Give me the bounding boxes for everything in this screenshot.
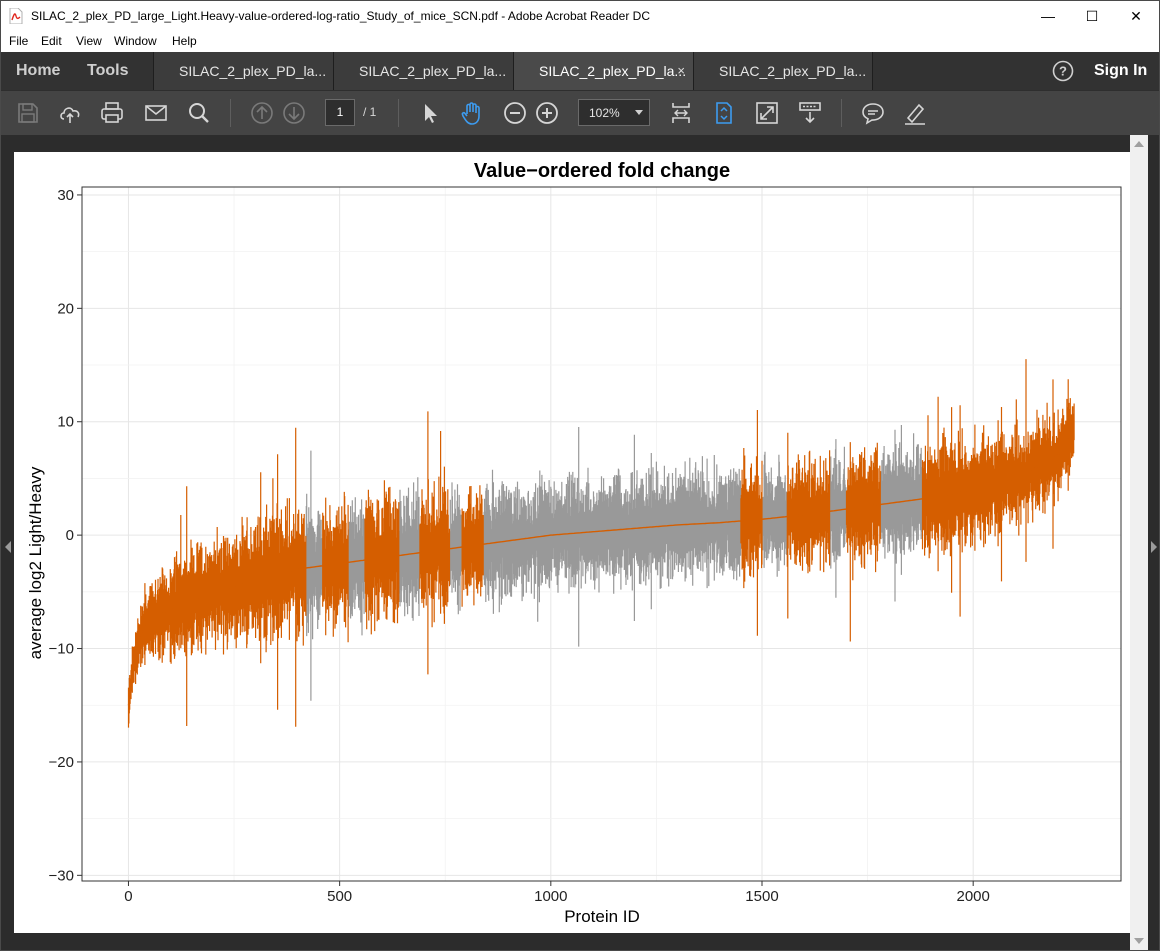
vertical-scrollbar[interactable] — [1130, 135, 1148, 950]
tab-label: SILAC_2_plex_PD_la... — [539, 63, 687, 79]
chart-marks — [127, 359, 1075, 728]
tab-bar: Home Tools SILAC_2_plex_PD_la... SILAC_2… — [1, 52, 1159, 90]
sign-in-link[interactable]: Sign In — [1094, 62, 1148, 79]
zoom-value: 102% — [589, 106, 620, 120]
page-down-icon[interactable] — [282, 101, 306, 125]
x-tick-label: 500 — [327, 888, 352, 905]
toolbar-separator — [398, 99, 399, 127]
title-bar: SILAC_2_plex_PD_large_Light.Heavy-value-… — [1, 1, 1159, 31]
tab-label: SILAC_2_plex_PD_la... — [719, 63, 867, 79]
mail-icon[interactable] — [144, 101, 168, 125]
search-icon[interactable] — [187, 101, 211, 125]
x-tick-label: 2000 — [956, 888, 989, 905]
full-screen-icon[interactable] — [755, 101, 779, 125]
help-icon[interactable]: ? — [1052, 60, 1074, 82]
x-tick-label: 0 — [124, 888, 132, 905]
y-tick-label: 0 — [66, 527, 74, 544]
menu-view[interactable]: View — [76, 34, 102, 48]
close-window-button[interactable]: ✕ — [1130, 8, 1142, 24]
left-panel-toggle-icon[interactable] — [5, 541, 11, 553]
window-title: SILAC_2_plex_PD_large_Light.Heavy-value-… — [31, 9, 651, 23]
home-link[interactable]: Home — [16, 62, 61, 79]
tab-label: SILAC_2_plex_PD_la... — [179, 63, 327, 79]
fold-change-chart: 0 500 1000 1500 2000 −30 −20 −10 0 10 20 30 Value−o… — [26, 160, 1122, 926]
right-panel-toggle-icon[interactable] — [1151, 541, 1157, 553]
document-tab[interactable]: SILAC_2_plex_PD_la... — [693, 52, 873, 90]
tab-label: SILAC_2_plex_PD_la... — [359, 63, 507, 79]
zoom-out-icon[interactable] — [503, 101, 527, 125]
y-tick-label: 10 — [57, 414, 74, 431]
tools-link[interactable]: Tools — [87, 62, 129, 79]
menu-file[interactable]: File — [9, 34, 29, 48]
tab-close-icon[interactable]: × — [677, 63, 685, 78]
chart-title: Value−ordered fold change — [474, 160, 730, 182]
save-icon[interactable] — [16, 101, 40, 125]
upload-cloud-icon[interactable] — [58, 101, 82, 125]
print-icon[interactable] — [100, 101, 124, 125]
select-arrow-icon[interactable] — [418, 101, 442, 125]
toolbar: 1 / 1 102% — [1, 90, 1159, 135]
comment-icon[interactable] — [861, 101, 885, 125]
fit-width-icon[interactable] — [669, 101, 693, 125]
chevron-down-icon — [635, 110, 643, 115]
y-axis-label: average log2 Light/Heavy — [26, 466, 45, 659]
scroll-down-icon[interactable] — [1134, 938, 1144, 944]
minimize-button[interactable]: — — [1041, 8, 1055, 24]
y-tick-label: 30 — [57, 187, 74, 204]
x-tick-label: 1500 — [745, 888, 778, 905]
page-up-icon[interactable] — [250, 101, 274, 125]
menu-bar: File Edit View Window Help — [1, 31, 1159, 52]
maximize-button[interactable]: ☐ — [1085, 8, 1099, 24]
scroll-up-icon[interactable] — [1134, 141, 1144, 147]
menu-edit[interactable]: Edit — [41, 34, 62, 48]
toolbar-separator — [230, 99, 231, 127]
highlight-pen-icon[interactable] — [903, 101, 927, 125]
document-viewer[interactable]: 0 500 1000 1500 2000 −30 −20 −10 0 10 20 30 Value−o… — [1, 135, 1159, 950]
scroll-mode-icon[interactable] — [798, 101, 822, 125]
toolbar-separator — [841, 99, 842, 127]
y-tick-label: 20 — [57, 300, 74, 317]
zoom-in-icon[interactable] — [535, 101, 559, 125]
page-fit-icon[interactable] — [712, 101, 736, 125]
menu-help[interactable]: Help — [172, 34, 197, 48]
document-tab-active[interactable]: SILAC_2_plex_PD_la... × — [513, 52, 693, 90]
y-tick-label: −20 — [49, 754, 74, 771]
zoom-select[interactable]: 102% — [578, 99, 650, 126]
document-tab[interactable]: SILAC_2_plex_PD_la... — [153, 52, 333, 90]
page-total: / 1 — [363, 105, 377, 119]
hand-icon[interactable] — [460, 101, 484, 125]
x-axis-label: Protein ID — [564, 907, 640, 926]
plot-panel-border — [81, 186, 1122, 882]
chart-axes: 0 500 1000 1500 2000 −30 −20 −10 0 10 20 30 — [49, 186, 1122, 905]
pdf-file-icon — [9, 8, 23, 24]
document-tab[interactable]: SILAC_2_plex_PD_la... — [333, 52, 513, 90]
pdf-page: 0 500 1000 1500 2000 −30 −20 −10 0 10 20 30 Value−o… — [14, 152, 1130, 933]
y-tick-label: −30 — [49, 867, 74, 884]
menu-window[interactable]: Window — [114, 34, 157, 48]
x-tick-label: 1000 — [534, 888, 567, 905]
mean-ratio-line — [127, 430, 1074, 706]
help-glyph: ? — [1059, 64, 1067, 79]
y-tick-label: −10 — [49, 641, 74, 658]
page-number-input[interactable]: 1 — [325, 99, 355, 126]
